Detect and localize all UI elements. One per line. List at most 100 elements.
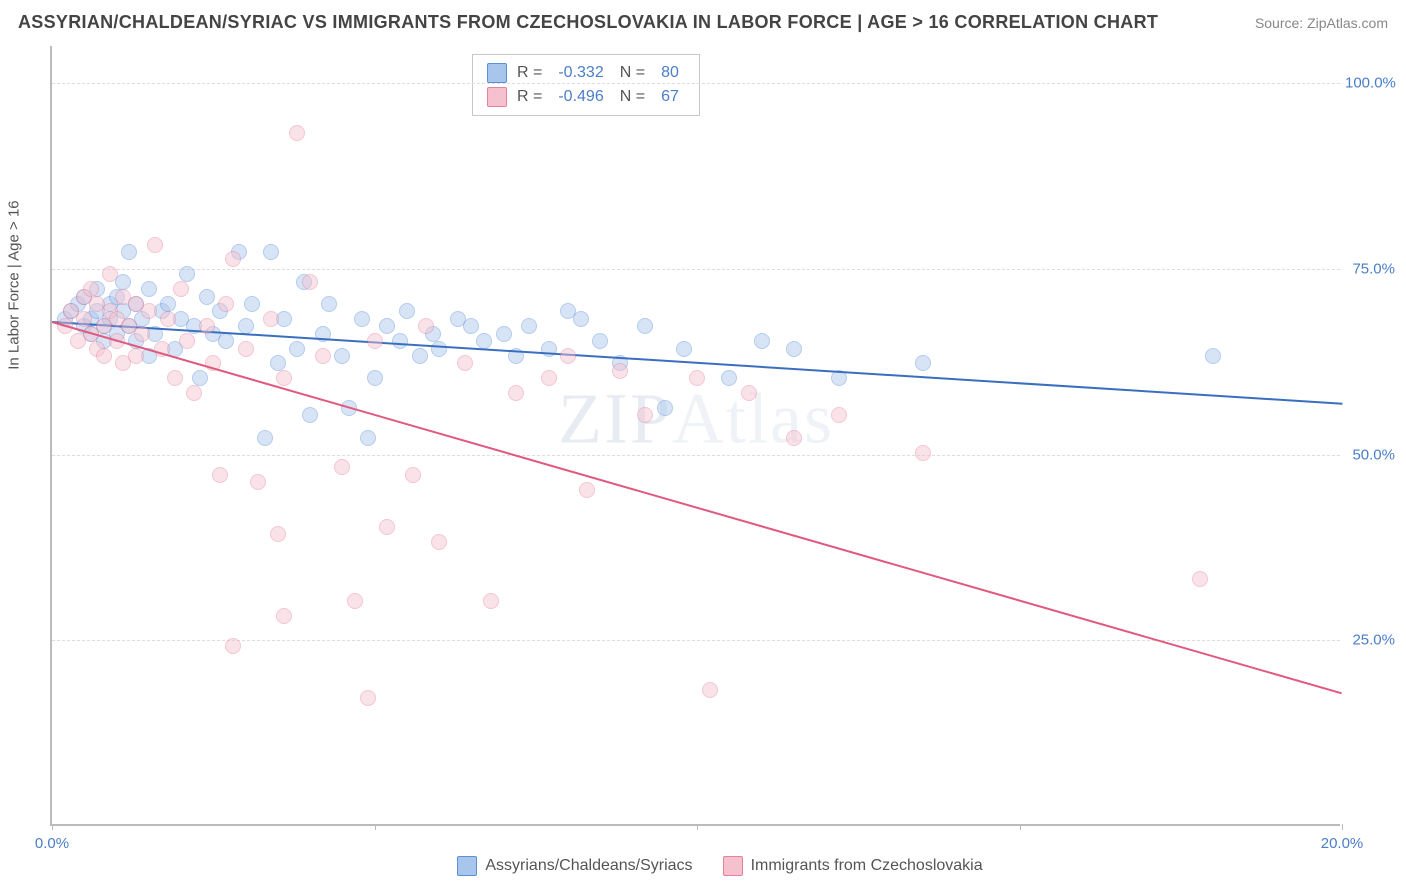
scatter-point — [786, 430, 802, 446]
scatter-point — [637, 318, 653, 334]
scatter-point — [496, 326, 512, 342]
scatter-point — [76, 311, 92, 327]
legend-swatch-series2 — [723, 856, 743, 876]
scatter-point — [244, 296, 260, 312]
scatter-point — [657, 400, 673, 416]
scatter-point — [238, 318, 254, 334]
scatter-point — [270, 526, 286, 542]
scatter-point — [199, 318, 215, 334]
scatter-point — [431, 534, 447, 550]
scatter-point — [121, 244, 137, 260]
y-tick-label: 100.0% — [1345, 75, 1395, 92]
bottom-legend: Assyrians/Chaldeans/Syriacs Immigrants f… — [50, 856, 1390, 876]
scatter-point — [360, 690, 376, 706]
y-tick-label: 75.0% — [1345, 260, 1395, 277]
scatter-point — [257, 430, 273, 446]
scatter-point — [238, 341, 254, 357]
scatter-point — [689, 370, 705, 386]
scatter-point — [128, 348, 144, 364]
stats-swatch-series1 — [487, 63, 507, 83]
scatter-point — [289, 341, 305, 357]
stats-swatch-series2 — [487, 87, 507, 107]
x-tick-mark — [52, 824, 53, 830]
scatter-point — [83, 281, 99, 297]
scatter-point — [270, 355, 286, 371]
scatter-point — [831, 407, 847, 423]
scatter-point — [508, 385, 524, 401]
legend-swatch-series1 — [457, 856, 477, 876]
scatter-point — [212, 467, 228, 483]
scatter-point — [160, 296, 176, 312]
y-axis-label: In Labor Force | Age > 16 — [6, 200, 23, 369]
scatter-point — [367, 370, 383, 386]
scatter-point — [405, 467, 421, 483]
scatter-point — [263, 244, 279, 260]
scatter-point — [412, 348, 428, 364]
scatter-point — [276, 608, 292, 624]
x-tick-mark — [1020, 824, 1021, 830]
x-tick-mark — [1342, 824, 1343, 830]
stats-row-series2: R =-0.496 N =67 — [487, 85, 685, 109]
legend-item-series2: Immigrants from Czechoslovakia — [723, 856, 983, 876]
scatter-point — [347, 593, 363, 609]
y-tick-label: 25.0% — [1345, 632, 1395, 649]
stats-legend-box: R =-0.332 N =80 R =-0.496 N =67 — [472, 54, 700, 116]
scatter-point — [134, 326, 150, 342]
scatter-point — [218, 296, 234, 312]
scatter-point — [915, 445, 931, 461]
scatter-point — [179, 333, 195, 349]
scatter-point — [315, 348, 331, 364]
scatter-point — [225, 251, 241, 267]
scatter-point — [354, 311, 370, 327]
legend-label-series2: Immigrants from Czechoslovakia — [751, 857, 983, 875]
x-tick-label: 20.0% — [1321, 835, 1364, 852]
scatter-point — [483, 593, 499, 609]
scatter-point — [541, 370, 557, 386]
scatter-point — [160, 311, 176, 327]
scatter-point — [637, 407, 653, 423]
scatter-point — [289, 125, 305, 141]
scatter-point — [521, 318, 537, 334]
source-label: Source: ZipAtlas.com — [1255, 15, 1388, 31]
scatter-point — [141, 303, 157, 319]
scatter-point — [1192, 571, 1208, 587]
scatter-point — [573, 311, 589, 327]
scatter-point — [1205, 348, 1221, 364]
scatter-point — [360, 430, 376, 446]
scatter-point — [218, 333, 234, 349]
scatter-point — [173, 281, 189, 297]
scatter-point — [302, 407, 318, 423]
scatter-point — [263, 311, 279, 327]
scatter-point — [721, 370, 737, 386]
scatter-point — [379, 318, 395, 334]
scatter-point — [192, 370, 208, 386]
scatter-point — [186, 385, 202, 401]
scatter-point — [334, 459, 350, 475]
scatter-point — [786, 341, 802, 357]
scatter-point — [612, 363, 628, 379]
scatter-point — [476, 333, 492, 349]
scatter-point — [463, 318, 479, 334]
scatter-point — [431, 341, 447, 357]
chart-title: ASSYRIAN/CHALDEAN/SYRIAC VS IMMIGRANTS F… — [18, 12, 1158, 33]
scatter-point — [367, 333, 383, 349]
scatter-point — [321, 296, 337, 312]
scatter-point — [418, 318, 434, 334]
scatter-point — [676, 341, 692, 357]
scatter-point — [102, 266, 118, 282]
x-tick-mark — [697, 824, 698, 830]
scatter-point — [179, 266, 195, 282]
regression-line — [52, 321, 1342, 405]
scatter-point — [457, 355, 473, 371]
scatter-point — [199, 289, 215, 305]
chart-area: In Labor Force | Age > 16 ZIPAtlas R =-0… — [50, 46, 1390, 846]
gridline-h — [52, 83, 1340, 84]
scatter-point — [167, 370, 183, 386]
y-tick-label: 50.0% — [1345, 446, 1395, 463]
scatter-point — [579, 482, 595, 498]
x-tick-label: 0.0% — [35, 835, 69, 852]
scatter-point — [560, 348, 576, 364]
scatter-point — [915, 355, 931, 371]
scatter-point — [334, 348, 350, 364]
scatter-point — [147, 237, 163, 253]
